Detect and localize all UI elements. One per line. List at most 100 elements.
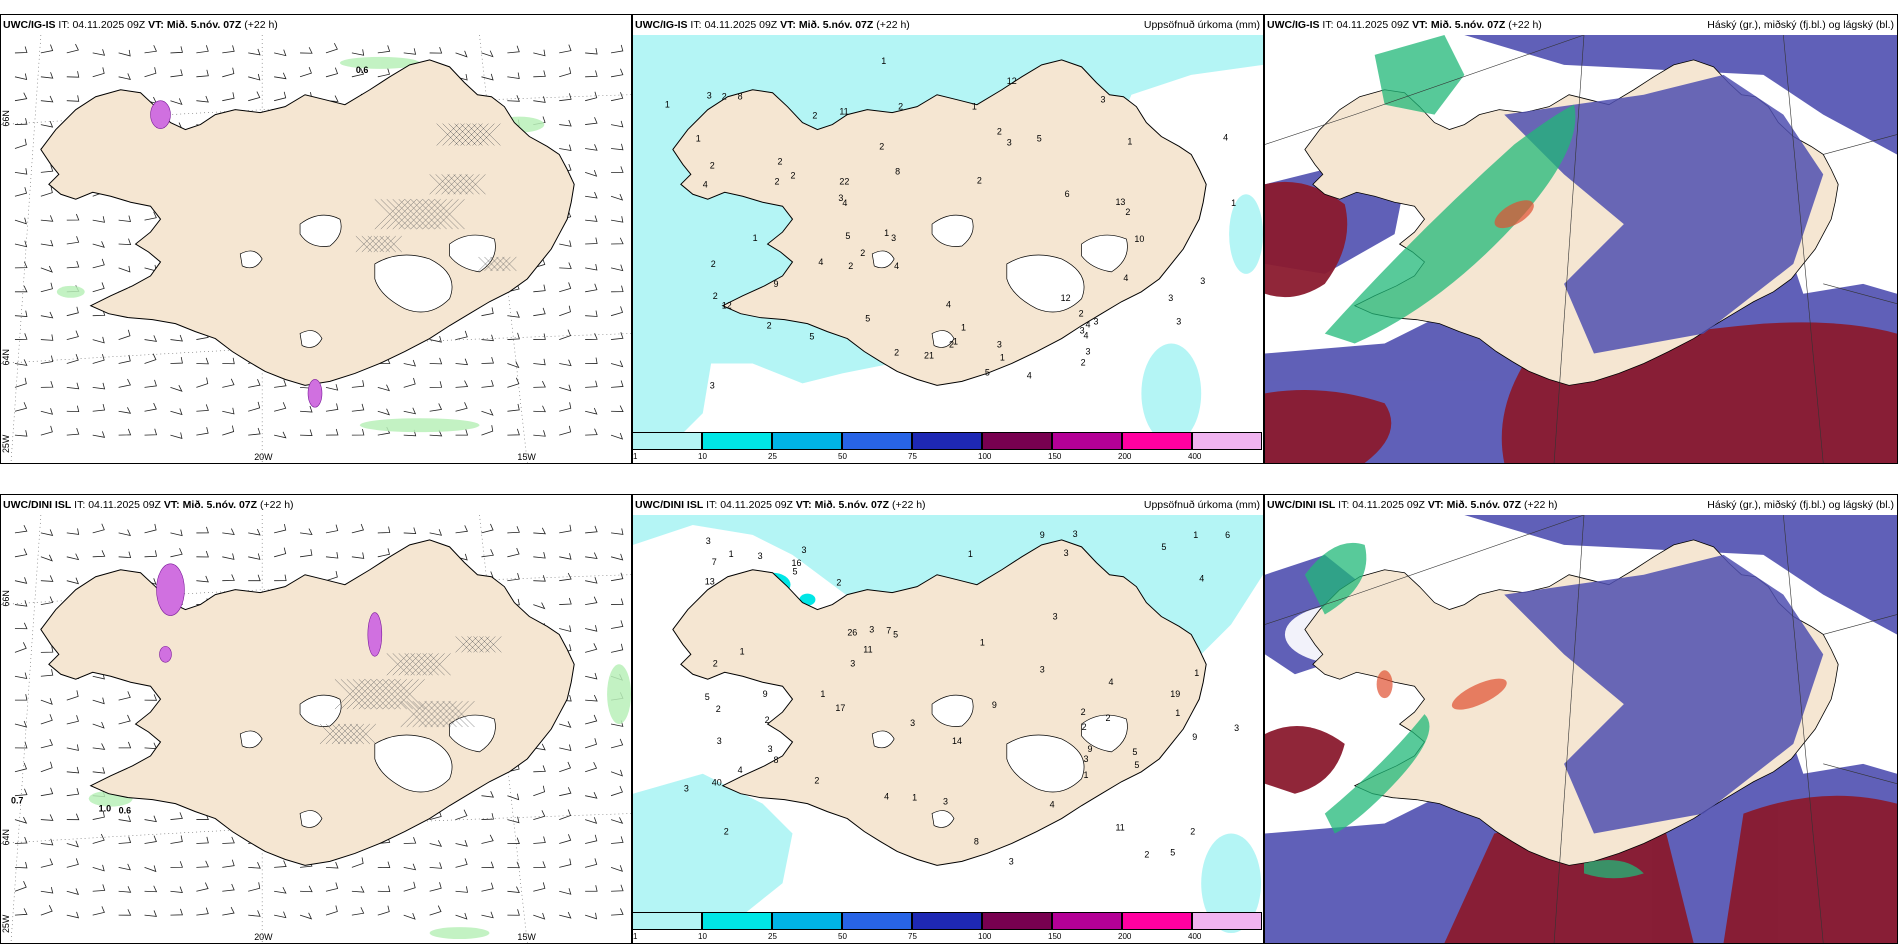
precip-amount-label: 3 — [768, 744, 773, 754]
wind-barb — [559, 834, 572, 844]
precip-amount-label: 2 — [1190, 827, 1195, 837]
hatch-line — [441, 174, 462, 195]
colorbar-tick-label: 10 — [698, 932, 707, 941]
precip-amount-label: 3 — [1080, 326, 1085, 336]
wind-barb — [40, 646, 54, 653]
hatch-line — [448, 700, 475, 728]
projection-line — [1823, 283, 1897, 305]
lead-time: (+22 h) — [1508, 19, 1542, 31]
precip-amount-label: 3 — [1064, 548, 1069, 558]
precip-amount-label: 4 — [818, 257, 823, 267]
precip-amount-label: 4 — [1086, 320, 1091, 330]
precip-amount-label: 4 — [1050, 800, 1055, 810]
wind-barb — [92, 353, 105, 364]
wind-barb — [40, 838, 54, 846]
precip-amount-label: 3 — [1094, 317, 1099, 327]
wind-barb — [144, 865, 157, 873]
it-label: IT: — [690, 19, 702, 31]
precip-amount-label: 3 — [910, 718, 915, 728]
frontal-cloud-layer — [1265, 726, 1897, 943]
wind-barb — [455, 50, 468, 58]
wind-barb — [377, 548, 390, 558]
precip-amount-label: 3 — [717, 736, 722, 746]
glacier-outline — [1081, 714, 1128, 753]
hatch-line — [435, 174, 456, 195]
wind-barb — [14, 836, 28, 844]
wind-barb — [14, 261, 28, 269]
wind-barb — [325, 570, 338, 582]
wind-barb — [248, 379, 261, 388]
hatch-line — [454, 123, 477, 146]
it-label: IT: — [58, 19, 70, 31]
wind-barb — [274, 886, 287, 894]
wind-barb — [585, 596, 598, 605]
wind-barb — [585, 525, 598, 534]
wind-barb — [585, 310, 598, 317]
wind-barb — [14, 187, 28, 197]
precip-amount-label: 1 — [1231, 198, 1236, 208]
wind-barb — [144, 379, 157, 388]
vt-label: VT: — [795, 499, 812, 511]
colorbar-swatch — [982, 912, 1052, 930]
hatch-line — [436, 123, 459, 146]
precip-amount-label: 2 — [713, 291, 718, 301]
precip-amount-label: 3 — [1234, 723, 1239, 733]
precip-amount-label: 9 — [992, 700, 997, 710]
wind-barb — [585, 380, 598, 388]
wind-barb — [170, 908, 183, 916]
precip-amount-label: 4 — [884, 792, 889, 802]
precip-amount-label: 2 — [812, 111, 817, 121]
precip-amount-label: 5 — [1134, 760, 1139, 770]
wind-barb — [40, 886, 54, 894]
wind-barb — [377, 384, 390, 392]
wind-barb — [559, 359, 572, 367]
wind-barb — [170, 357, 183, 364]
wind-barb — [144, 835, 157, 844]
wind-barb — [222, 528, 235, 536]
panel-header: UWC/IG-IS IT: 04.11.2025 09Z VT: Mið. 5.… — [1265, 15, 1897, 35]
wind-barb — [92, 67, 105, 78]
hatch-line — [424, 700, 451, 728]
wind-barb — [14, 92, 28, 102]
colorbar-swatch — [772, 432, 842, 450]
wind-barb — [118, 49, 131, 57]
precip-amount-label: 11 — [1115, 823, 1124, 833]
wind-barb — [377, 905, 390, 916]
it-label: IT: — [74, 499, 86, 511]
wind-barb — [611, 237, 624, 245]
issue-time: 04.11.2025 09Z — [1352, 499, 1425, 511]
wind-barb — [118, 836, 132, 844]
wind-barb — [66, 690, 79, 701]
wind-barb — [429, 357, 443, 365]
wind-barb — [533, 307, 546, 317]
wind-barb — [325, 905, 338, 916]
wind-barb — [40, 282, 53, 293]
precip-amount-label: 1 — [953, 337, 958, 347]
wind-barb — [92, 721, 105, 729]
projection-lines — [1265, 515, 1897, 943]
issue-time: 04.11.2025 09Z — [704, 19, 778, 31]
wind-barb — [507, 573, 520, 582]
hatch-line — [355, 723, 376, 745]
wind-barb — [66, 858, 79, 868]
hatch-line — [478, 256, 493, 272]
wind-barb — [429, 47, 443, 54]
precip-amount-label: 2 — [716, 704, 721, 714]
model-name: UWC/IG-IS — [1267, 19, 1320, 31]
glacier-outline — [931, 330, 955, 348]
wind-barb — [40, 72, 54, 79]
wind-barb — [325, 403, 339, 412]
precip-amount-label: 2 — [722, 92, 727, 102]
precip-amount-label: 3 — [1176, 317, 1181, 327]
wind-barb — [533, 552, 546, 559]
precip-amount-label: 3 — [707, 91, 712, 101]
precip-amount-label: 2 — [898, 102, 903, 112]
hatch-line — [434, 199, 465, 230]
hatch-line — [484, 256, 499, 272]
precip-amount-label: 9 — [774, 279, 779, 289]
wind-barb — [610, 306, 624, 317]
precip-amount-label: 3 — [869, 624, 874, 634]
wind-barb — [40, 596, 54, 605]
wind-barb — [118, 551, 132, 559]
wind-barb — [377, 68, 390, 78]
